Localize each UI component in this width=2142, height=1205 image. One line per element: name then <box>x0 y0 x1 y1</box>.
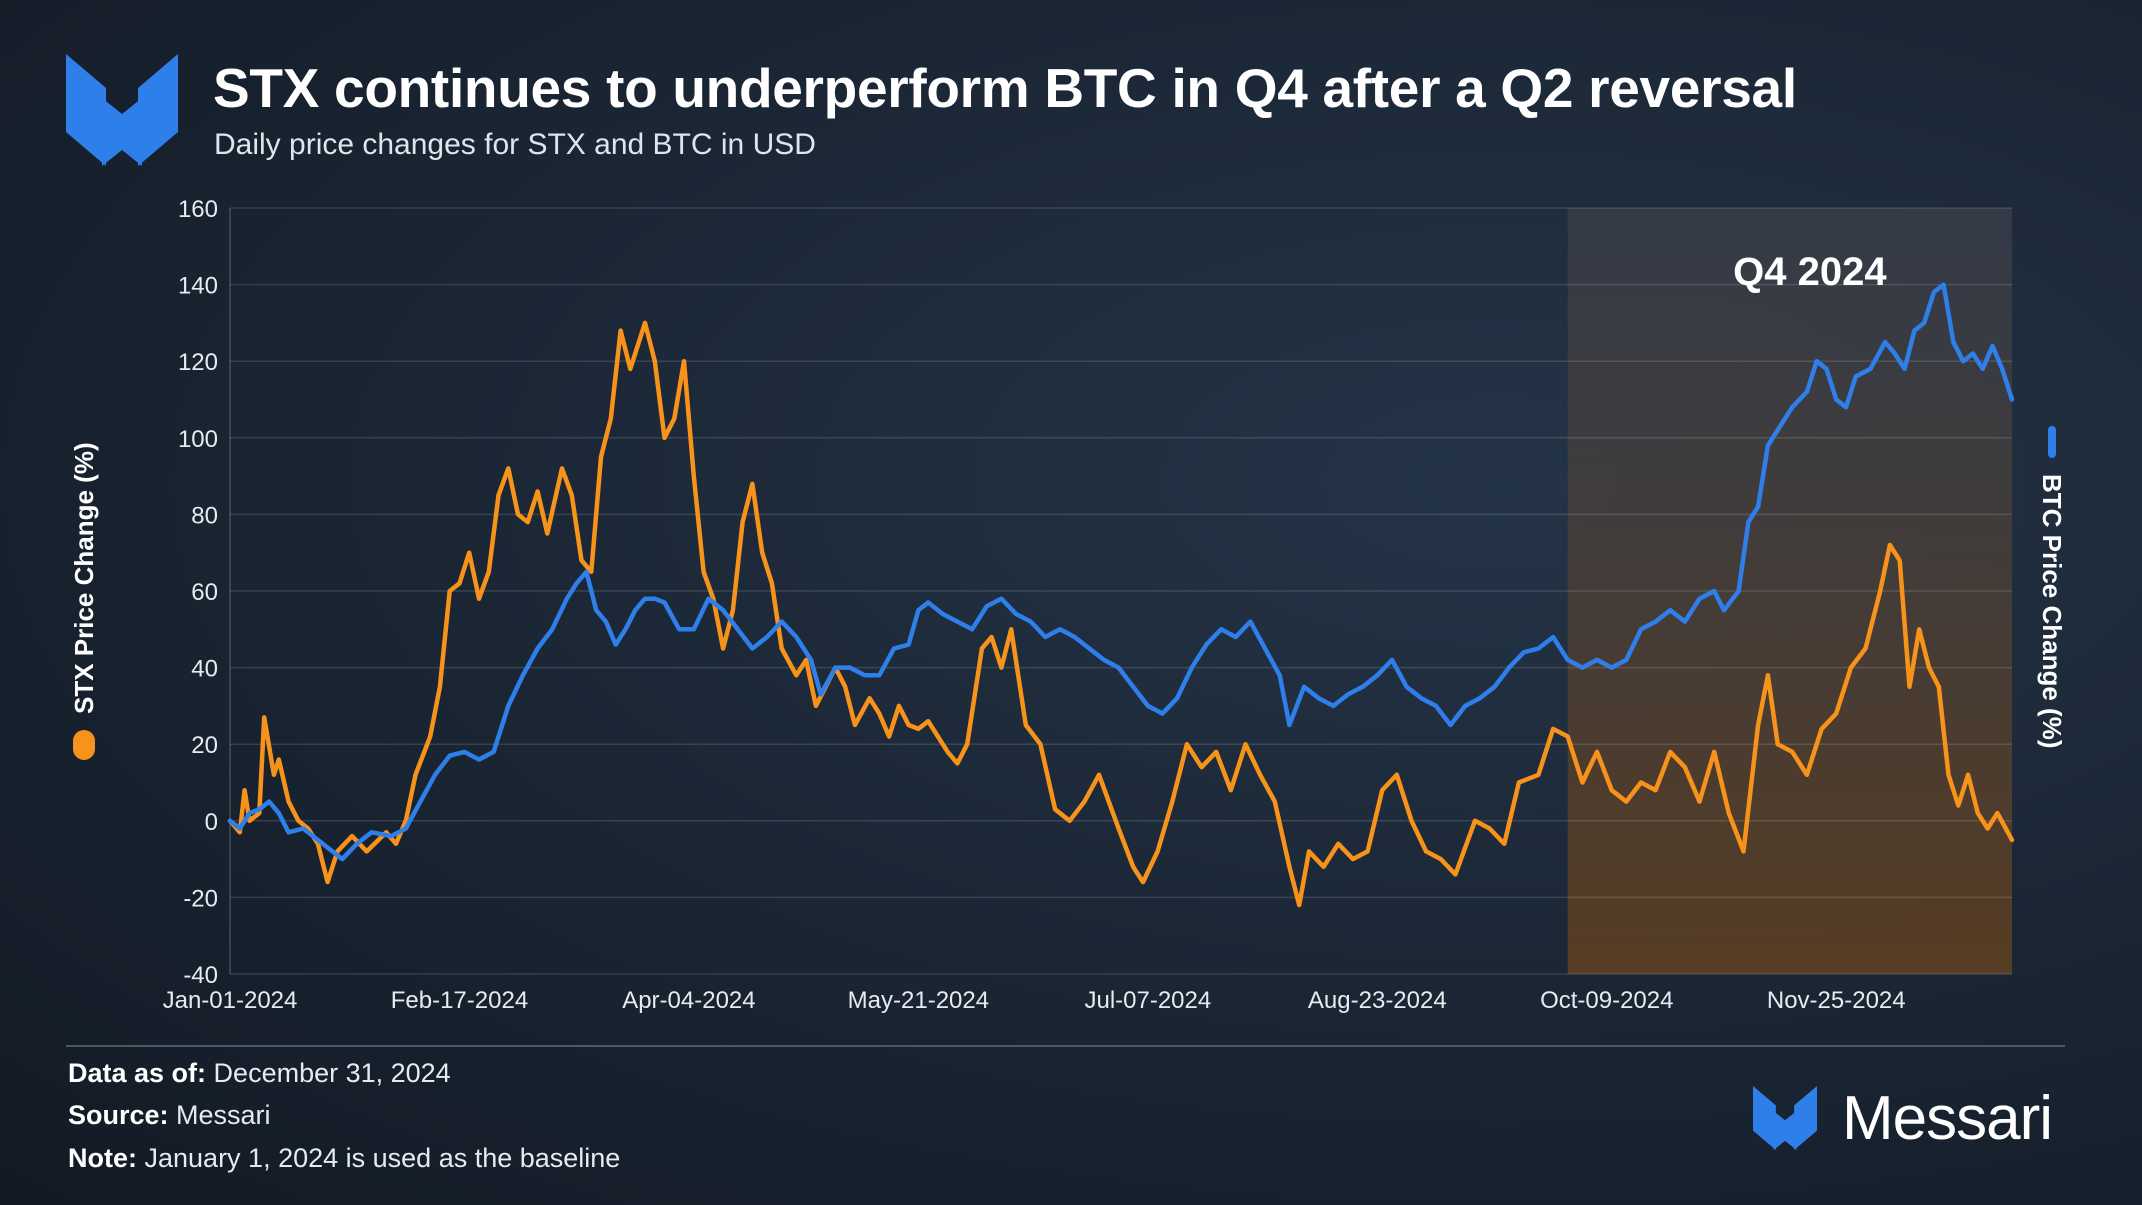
stx-series-line <box>227 320 2015 908</box>
stx-legend-marker <box>73 730 95 760</box>
footer-note: Note: January 1, 2024 is used as the bas… <box>68 1143 621 1173</box>
q4-highlight-band <box>1567 208 2012 974</box>
y-tick-label: 60 <box>191 579 218 606</box>
x-tick-label: Nov-25-2024 <box>1767 987 1906 1014</box>
x-tick-label: Oct-09-2024 <box>1540 987 1673 1014</box>
footer-data-as-of: Data as of: December 31, 2024 <box>68 1058 451 1088</box>
y-tick-label: 40 <box>191 656 218 683</box>
x-tick-label: Jul-07-2024 <box>1084 987 1211 1014</box>
line-chart: Q4 2024 -40 -20 0 20 40 60 80 100 120 140 160 Jan-01… <box>69 196 2067 1014</box>
brand-name: Messari <box>1842 1084 2053 1153</box>
y-tick-label: -40 <box>183 962 218 989</box>
x-tick-label: May-21-2024 <box>848 987 989 1014</box>
btc-axis-title-group: BTC Price Change (%) <box>2037 426 2067 749</box>
messari-brand-logo-icon <box>1753 1086 1817 1150</box>
chart-labels: Q4 2024 -40 -20 0 20 40 60 80 100 120 140 160 Jan-01… <box>69 196 2067 1014</box>
y-tick-label: 140 <box>178 273 218 300</box>
y-tick-label: 0 <box>205 809 218 836</box>
y-tick-label: 100 <box>178 426 218 453</box>
btc-legend-marker <box>2048 426 2056 458</box>
q4-highlight-layer <box>1567 208 2012 974</box>
y-tick-label: 120 <box>178 349 218 376</box>
messari-logo-icon <box>66 54 178 166</box>
x-tick-label: Jan-01-2024 <box>163 987 298 1014</box>
btc-series-line <box>227 282 2015 862</box>
footer-source: Source: Messari <box>68 1100 271 1130</box>
stx-axis-title: STX Price Change (%) <box>69 442 99 714</box>
q4-highlight-label: Q4 2024 <box>1733 250 1887 294</box>
chart-subtitle: Daily price changes for STX and BTC in U… <box>214 128 816 161</box>
x-tick-label: Aug-23-2024 <box>1308 987 1447 1014</box>
x-tick-label: Apr-04-2024 <box>622 987 755 1014</box>
y-tick-label: -20 <box>183 885 218 912</box>
btc-axis-title: BTC Price Change (%) <box>2037 474 2067 749</box>
x-tick-label: Feb-17-2024 <box>391 987 528 1014</box>
y-tick-label: 160 <box>178 196 218 223</box>
y-tick-label: 20 <box>191 732 218 759</box>
chart-title: STX continues to underperform BTC in Q4 … <box>213 57 1797 119</box>
footer-divider <box>66 1045 2065 1047</box>
series-lines <box>227 282 2015 908</box>
y-tick-label: 80 <box>191 502 218 529</box>
stx-axis-title-group: STX Price Change (%) <box>69 442 99 760</box>
